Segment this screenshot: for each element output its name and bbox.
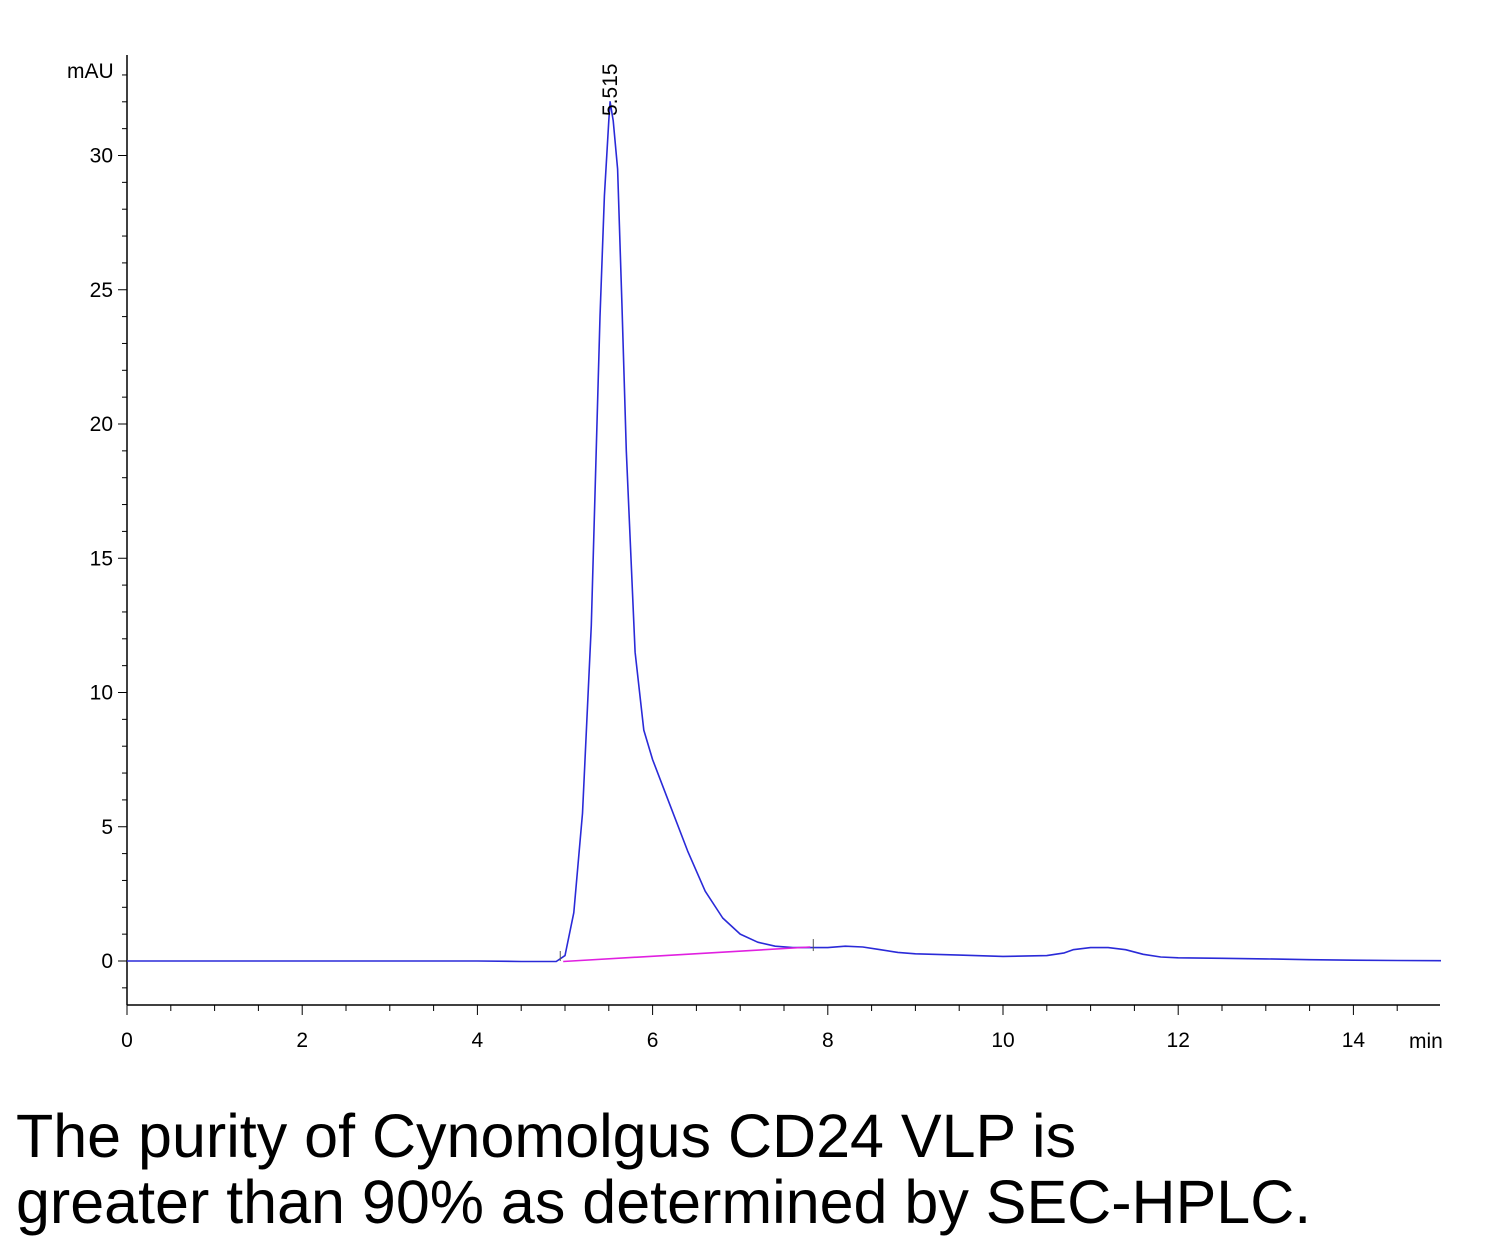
y-tick-label: 25: [90, 279, 113, 302]
y-tick-label: 0: [101, 950, 113, 973]
x-tick-label: 10: [991, 1029, 1014, 1052]
series-layer: [127, 101, 1442, 963]
y-tick-label: 30: [90, 145, 113, 168]
y-tick-label: 15: [90, 547, 113, 570]
x-tick-label: 12: [1167, 1029, 1190, 1052]
baseline-trace: [563, 946, 811, 963]
y-tick-label: 10: [90, 682, 113, 705]
caption-line-1: The purity of Cynomolgus CD24 VLP is: [16, 1102, 1077, 1170]
chromatogram-trace: [127, 101, 1442, 963]
peak-annotation-label: 5.515: [599, 63, 622, 116]
y-axis: 0 5 10 15 20 25 30: [90, 55, 128, 1005]
x-tick-label: 0: [121, 1029, 133, 1052]
y-tick-label: 5: [101, 816, 113, 839]
x-axis: 0 2 4 6 8 10 12 14: [121, 1004, 1440, 1052]
y-tick-label: 20: [90, 413, 113, 436]
chart-caption: The purity of Cynomolgus CD24 VLP is gre…: [16, 1103, 1486, 1235]
x-tick-label: 14: [1342, 1029, 1366, 1052]
x-tick-label: 2: [296, 1029, 308, 1052]
chromatogram-chart: 0 5 10 15 20 25 30 0 2 4 6 8 10 12 14 mAU min 5.515: [67, 55, 1443, 1053]
x-tick-label: 8: [822, 1029, 834, 1052]
x-tick-label: 4: [472, 1029, 484, 1052]
x-tick-label: 6: [647, 1029, 659, 1052]
caption-line-2: greater than 90% as determined by SEC-HP…: [16, 1168, 1312, 1236]
x-unit-label: min: [1409, 1030, 1443, 1053]
y-unit-label: mAU: [67, 60, 114, 83]
